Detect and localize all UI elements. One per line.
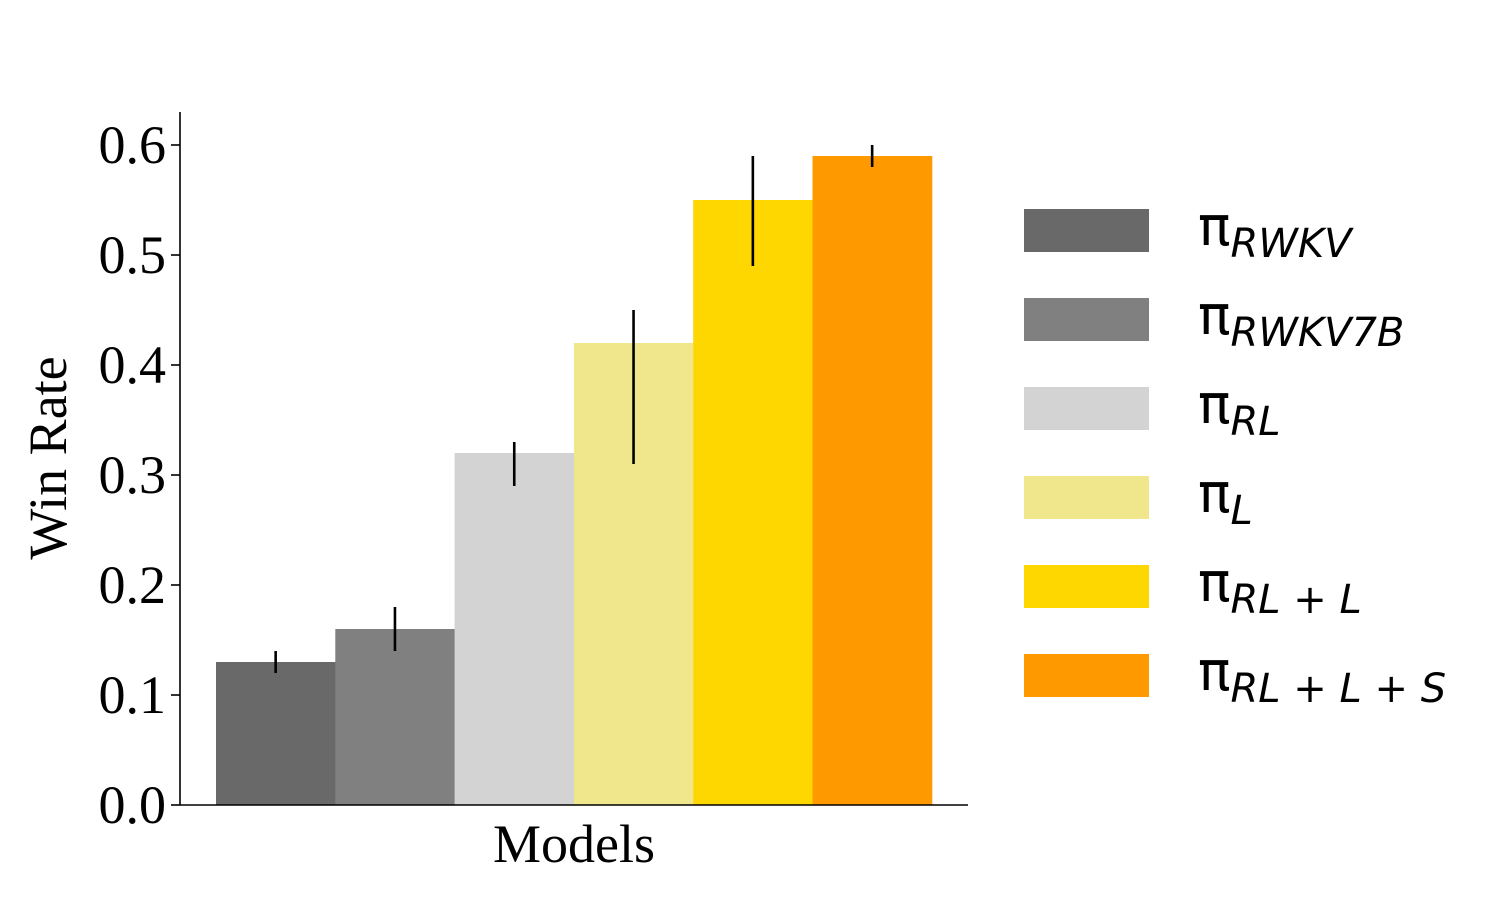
legend-item: πRL xyxy=(1024,373,1281,445)
bar-rl-l-s xyxy=(812,156,933,805)
legend-swatch xyxy=(1024,298,1149,341)
y-tick-label: 0.3 xyxy=(99,445,167,505)
y-tick-label: 0.2 xyxy=(99,555,167,615)
y-tick-label: 0.6 xyxy=(99,115,167,175)
legend-label-symbol: π xyxy=(1198,551,1231,614)
legend-label-subscript: RL xyxy=(1231,399,1281,445)
bar-rl-l xyxy=(693,200,813,805)
legend-label-subscript: L xyxy=(1231,488,1253,534)
legend-item: πRL + L xyxy=(1024,551,1362,623)
bar-rwkv xyxy=(216,662,336,805)
bar-rl xyxy=(454,453,575,805)
legend-label: πRL xyxy=(1198,373,1281,445)
legend-label: πRWKV xyxy=(1198,195,1354,267)
error-bars-group xyxy=(274,145,874,673)
legend-label-symbol: π xyxy=(1198,462,1231,525)
y-ticks-group: 0.0 0.1 0.2 0.3 0.4 0.5 0.6 xyxy=(99,115,180,835)
legend-swatch xyxy=(1024,209,1149,252)
legend-label: πRL + L xyxy=(1198,551,1362,623)
legend-item: πRWKV7B xyxy=(1024,284,1404,356)
legend-label-subscript: RL + L + S xyxy=(1231,666,1447,712)
legend-swatch xyxy=(1024,476,1149,519)
y-axis-title: Win Rate xyxy=(18,356,78,559)
legend-item: πL xyxy=(1024,462,1253,534)
y-tick-label: 0.1 xyxy=(99,665,167,725)
legend-label-symbol: π xyxy=(1198,373,1231,436)
legend-swatch xyxy=(1024,387,1149,430)
y-tick-label: 0.0 xyxy=(99,775,167,835)
legend-label-symbol: π xyxy=(1198,284,1231,347)
legend-swatch xyxy=(1024,654,1149,697)
legend-label-subscript: RWKV xyxy=(1231,221,1355,267)
legend-label-symbol: π xyxy=(1198,640,1231,703)
legend-item: πRWKV xyxy=(1024,195,1354,267)
legend-label: πL xyxy=(1198,462,1253,534)
legend-label-symbol: π xyxy=(1198,195,1231,258)
x-axis-title: Models xyxy=(493,814,655,874)
bars-group xyxy=(216,156,933,805)
y-tick-label: 0.5 xyxy=(99,225,167,285)
legend-swatch xyxy=(1024,565,1149,608)
legend-label: πRL + L + S xyxy=(1198,640,1446,712)
legend-label: πRWKV7B xyxy=(1198,284,1404,356)
legend-label-subscript: RWKV7B xyxy=(1231,310,1405,356)
legend-item: πRL + L + S xyxy=(1024,640,1446,712)
legend-label-subscript: RL + L xyxy=(1231,577,1362,623)
y-tick-label: 0.4 xyxy=(99,335,167,395)
bar-rwkv7b xyxy=(335,629,456,805)
